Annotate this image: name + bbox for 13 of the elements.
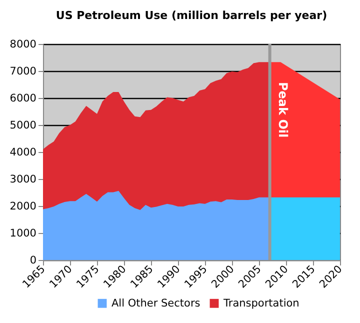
y-tick-label: 4000 (10, 146, 36, 158)
y-tick-label: 3000 (10, 174, 36, 186)
chart-title: US Petroleum Use (million barrels per year) (56, 9, 328, 22)
y-tick-label: 5000 (10, 120, 36, 132)
y-tick-label: 7000 (10, 66, 36, 78)
y-tick-label: 2000 (10, 200, 36, 212)
legend-label: All Other Sectors (112, 297, 200, 310)
y-tick-label: 6000 (10, 92, 36, 104)
y-tick-label: 8000 (10, 38, 36, 50)
legend-label: Transportation (222, 297, 300, 310)
y-tick-label: 1000 (10, 228, 36, 240)
y-tick-label: 0 (30, 254, 36, 266)
ref-line-label: Peak Oil (276, 82, 290, 138)
